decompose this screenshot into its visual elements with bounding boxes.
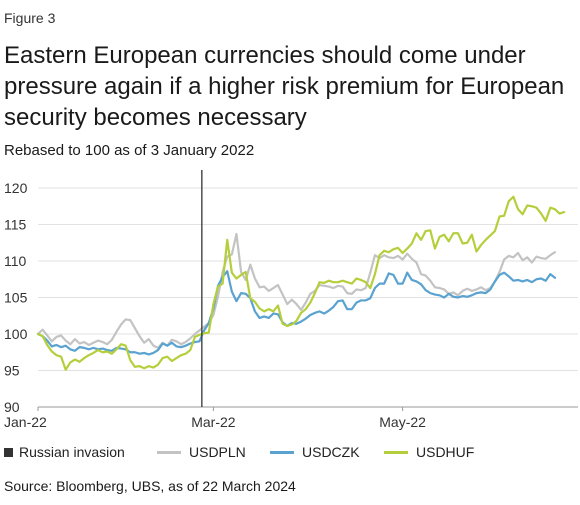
legend-swatch-usdczk bbox=[270, 450, 294, 454]
legend-item-usdczk: USDCZK bbox=[270, 444, 360, 460]
legend-label-usdpln: USDPLN bbox=[189, 444, 246, 460]
legend-label-russian-invasion: Russian invasion bbox=[19, 444, 125, 460]
legend-label-usdczk: USDCZK bbox=[302, 444, 360, 460]
legend-item-usdpln: USDPLN bbox=[157, 444, 246, 460]
y-tick-label-115: 115 bbox=[4, 217, 27, 233]
legend-swatch-usdhuf bbox=[384, 450, 408, 454]
legend-swatch-usdpln bbox=[157, 450, 181, 454]
chart-subtitle: Rebased to 100 as of 3 January 2022 bbox=[4, 142, 255, 159]
y-tick-label-120: 120 bbox=[4, 180, 28, 196]
x-tick-label-0: Jan-22 bbox=[4, 414, 47, 430]
figure-label: Figure 3 bbox=[4, 10, 56, 26]
source-note: Source: Bloomberg, UBS, as of 22 March 2… bbox=[4, 478, 296, 494]
legend-item-usdhuf: USDHUF bbox=[384, 444, 474, 460]
legend-label-usdhuf: USDHUF bbox=[416, 444, 475, 460]
legend-swatch-russian-invasion bbox=[4, 447, 13, 457]
series-line-usdczk bbox=[36, 270, 557, 356]
chart-title: Eastern European currencies should come … bbox=[4, 42, 565, 131]
x-tick-label-1: Mar-22 bbox=[191, 414, 236, 430]
x-tick-label-2: May-22 bbox=[379, 414, 426, 430]
y-tick-label-90: 90 bbox=[4, 399, 20, 415]
legend-item-russian-invasion: Russian invasion bbox=[4, 444, 125, 460]
y-tick-label-105: 105 bbox=[4, 290, 28, 306]
y-tick-label-95: 95 bbox=[4, 363, 20, 379]
line-chart: 90 95 100 105 110 115 120 Jan-22 Mar-22 May-22 bbox=[4, 170, 578, 430]
series-line-usdpln bbox=[36, 232, 557, 349]
y-tick-label-110: 110 bbox=[4, 253, 27, 269]
y-tick-label-100: 100 bbox=[4, 326, 28, 342]
series-line-usdhuf bbox=[36, 195, 566, 371]
